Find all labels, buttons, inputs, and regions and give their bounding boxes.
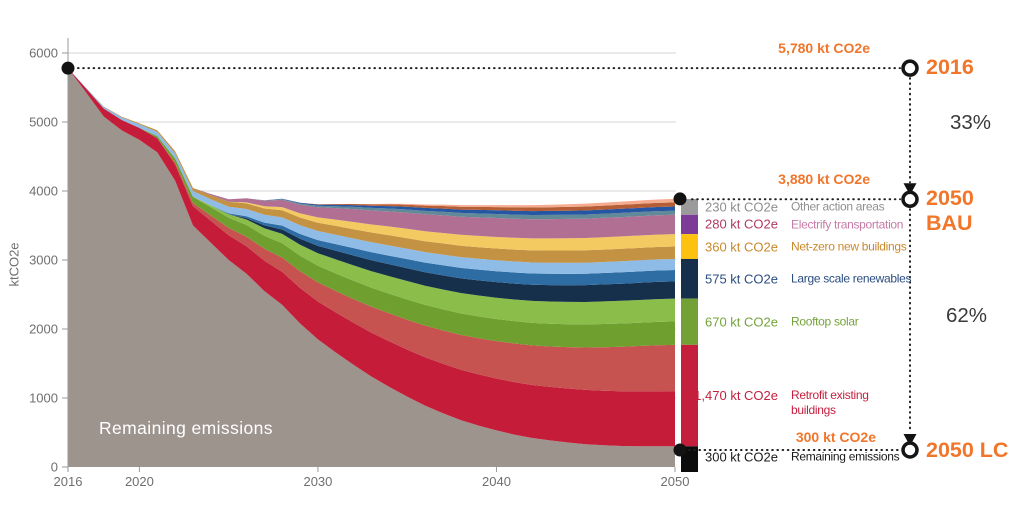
y-tick-label: 3000 xyxy=(29,253,58,268)
endpoint-dot xyxy=(673,192,687,206)
bar-segment xyxy=(681,234,698,259)
x-tick-label: 2050 xyxy=(661,474,690,489)
y-tick-label: 4000 xyxy=(29,184,58,199)
arrow-down-icon xyxy=(903,434,917,446)
y-axis-label: ktCO2e xyxy=(6,242,22,287)
marker-circle xyxy=(901,441,919,459)
area-rooftop-solar-1 xyxy=(68,68,675,348)
lc-reduction-percent: 62% xyxy=(946,304,988,327)
remaining-emissions-label: Remaining emissions xyxy=(99,418,273,438)
x-tick-label: 2016 xyxy=(54,474,83,489)
y-tick-label: 2000 xyxy=(29,322,58,337)
bar-segment xyxy=(681,344,698,447)
bar-segment xyxy=(681,258,698,299)
area-rooftop-solar-2 xyxy=(68,68,675,325)
area-retrofit-existing-buildings-2 xyxy=(68,68,675,392)
marker-2050-lc-label: 2050 LC xyxy=(926,438,1009,462)
marker-2050-bau-label: 2050 BAU xyxy=(926,186,974,235)
endpoint-dot xyxy=(673,443,687,457)
arrow-down-icon xyxy=(903,183,917,196)
x-tick-label: 2040 xyxy=(482,474,511,489)
y-tick-label: 5000 xyxy=(29,115,58,130)
area-retrofit-existing-buildings-1 xyxy=(68,68,675,447)
area-electrify-transportation xyxy=(68,68,675,239)
bar-segment xyxy=(681,198,698,215)
y-tick-label: 0 xyxy=(51,460,58,475)
y-tick-label: 6000 xyxy=(29,46,58,61)
x-tick-label: 2030 xyxy=(303,474,332,489)
marker-2016-label: 2016 xyxy=(926,55,974,79)
y-tick-label: 1000 xyxy=(29,391,58,406)
x-tick-label: 2020 xyxy=(125,474,154,489)
area-remaining-emissions xyxy=(68,68,675,467)
start-value-label: 5,780 kt CO2e xyxy=(778,40,870,56)
bar-segment xyxy=(681,214,698,235)
bar-segment xyxy=(681,298,698,345)
bau-reduction-percent: 33% xyxy=(950,111,992,134)
marker-circle xyxy=(901,190,919,209)
endpoint-dot xyxy=(61,61,75,75)
marker-circle xyxy=(901,59,919,77)
bau-value-label: 3,880 kt CO2e xyxy=(778,171,870,187)
lc-value-label: 300 kt CO2e xyxy=(795,429,876,445)
